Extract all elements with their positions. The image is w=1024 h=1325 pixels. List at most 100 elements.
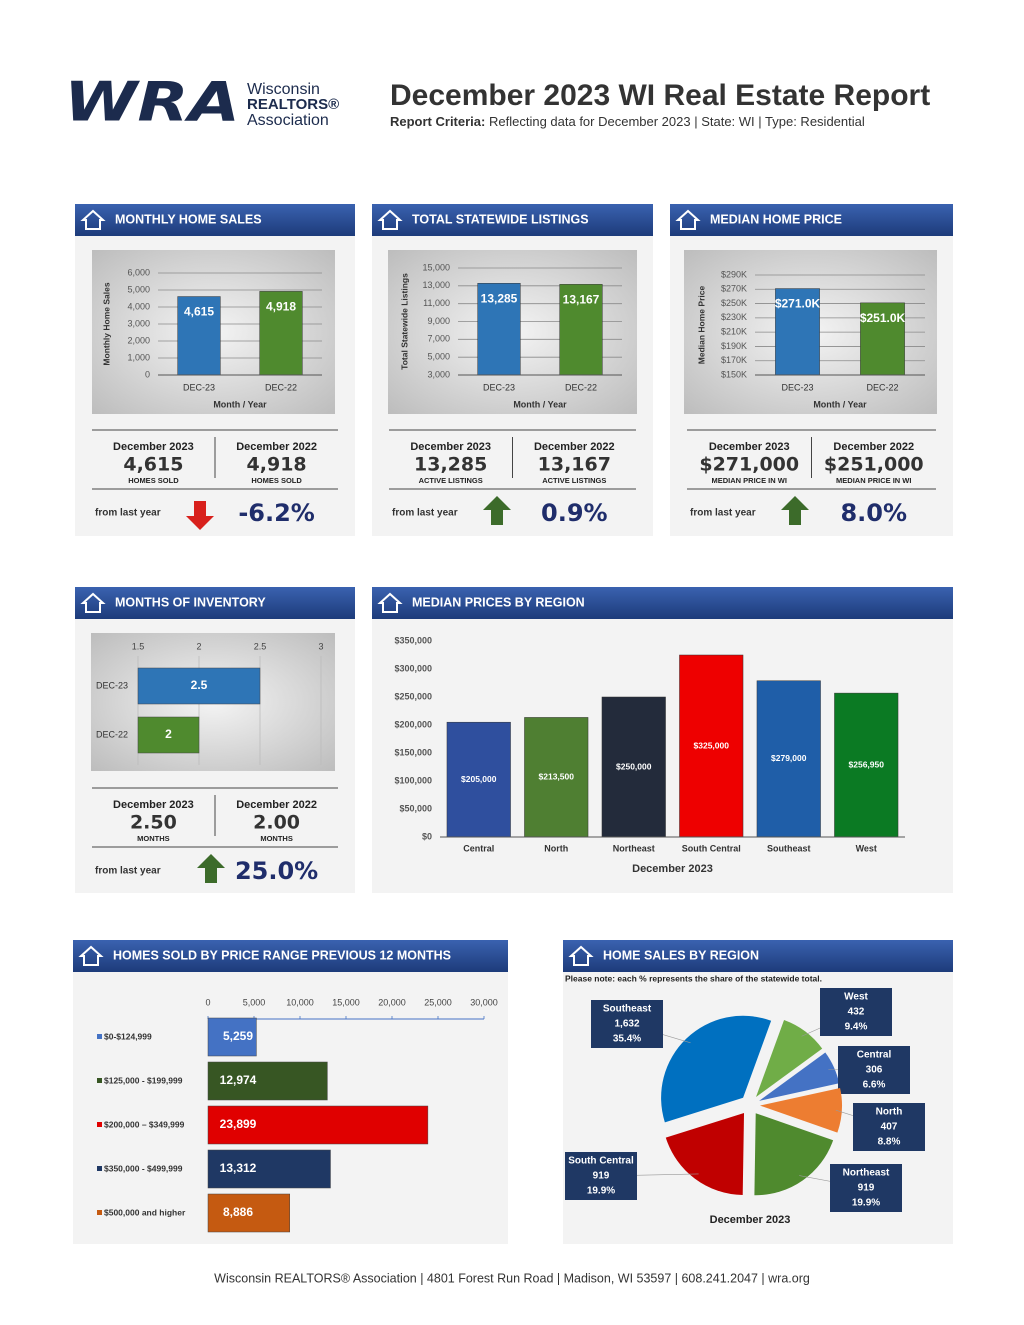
pie-slice (665, 1113, 745, 1196)
y-tick-label: $500,000 and higher (104, 1207, 186, 1217)
stat-label: December 2022 (534, 441, 615, 453)
y-tick-label: 13,000 (422, 280, 450, 290)
bar (207, 1017, 257, 1057)
bar (177, 296, 221, 376)
y-tick-label: $50,000 (399, 803, 432, 813)
x-tick-label: 2 (196, 641, 201, 651)
pie-slice (759, 1087, 842, 1133)
slice-name: Central (857, 1050, 892, 1061)
footer: Wisconsin REALTORS® Association | 4801 F… (214, 1271, 810, 1285)
stat-label: December 2022 (236, 441, 317, 453)
bar (834, 692, 899, 838)
y-tick-label: $150,000 (394, 747, 432, 757)
x-axis-label: Month / Year (213, 399, 267, 409)
criteria-text: Reflecting data for December 2023 | Stat… (489, 114, 865, 129)
legend-marker (97, 1166, 102, 1171)
bar (259, 291, 303, 376)
bar (477, 283, 521, 376)
y-tick-label: $290K (721, 269, 747, 279)
stat-label: December 2023 (113, 441, 194, 453)
y-tick-label: 1,000 (127, 352, 150, 362)
slice-percent: 9.4% (845, 1022, 868, 1033)
data-label: 13,312 (220, 1161, 257, 1175)
y-tick-label: 11,000 (423, 298, 450, 308)
y-axis-label: Monthly Home Sales (101, 282, 111, 365)
y-tick-label: 3,000 (127, 318, 150, 328)
bar (207, 1105, 429, 1145)
slice-name: West (844, 992, 868, 1003)
data-label: 2.5 (191, 678, 208, 692)
stat-unit: MEDIAN PRICE IN WI (836, 476, 911, 485)
y-tick-label: $200,000 – $349,999 (104, 1119, 185, 1129)
x-axis-label: Month / Year (513, 399, 567, 409)
slice-percent: 19.9% (587, 1186, 615, 1197)
x-axis-label: Month / Year (813, 399, 867, 409)
y-tick-label: 9,000 (427, 316, 450, 326)
panel-header (372, 587, 953, 619)
y-tick-label: DEC-23 (96, 680, 128, 690)
slice-count: 306 (866, 1065, 883, 1076)
house-icon (568, 945, 594, 966)
panel-title: HOMES SOLD BY PRICE RANGE PREVIOUS 12 MO… (113, 948, 451, 962)
stat-label: December 2023 (709, 441, 790, 453)
stat-label: December 2023 (113, 799, 194, 811)
panel-header (75, 587, 355, 619)
legend-marker (97, 1034, 102, 1039)
chart-subtitle: Please note: each % represents the share… (565, 973, 822, 983)
stat-value: 4,615 (123, 454, 183, 476)
x-tick-label: DEC-23 (781, 382, 813, 392)
x-tick-label: DEC-22 (565, 382, 597, 392)
panel-header (563, 940, 953, 972)
x-tick-label: 2.5 (254, 641, 267, 651)
stat-unit: HOMES SOLD (128, 476, 179, 485)
change-arrow (197, 854, 225, 883)
x-tick-label: 20,000 (378, 997, 406, 1007)
x-tick-label: DEC-22 (265, 382, 297, 392)
legend-marker (97, 1078, 102, 1083)
slice-name: Northeast (843, 1168, 890, 1179)
bar (559, 284, 603, 376)
x-tick-label: Northeast (613, 843, 655, 853)
label-box (820, 988, 892, 1036)
data-label: 8,886 (223, 1205, 253, 1219)
data-label: $250,000 (616, 761, 652, 771)
bar (207, 1149, 331, 1189)
change-label: from last year (95, 866, 161, 877)
change-value: -6.2% (238, 499, 315, 527)
slice-name: North (876, 1107, 903, 1118)
x-tick-label: 15,000 (332, 997, 360, 1007)
data-label: $205,000 (461, 774, 497, 784)
stat-unit: MONTHS (260, 834, 293, 843)
data-label: 13,167 (563, 293, 600, 307)
data-label: $251.0K (860, 311, 906, 325)
house-icon (377, 592, 403, 613)
panel-header (670, 204, 953, 236)
y-tick-label: 3,000 (427, 369, 450, 379)
change-value: 8.0% (840, 499, 907, 527)
data-label: $279,000 (771, 753, 807, 763)
bar (137, 716, 200, 754)
logo-text: REALTORS® (247, 96, 339, 113)
bar (207, 1193, 291, 1233)
panel-title: TOTAL STATEWIDE LISTINGS (412, 212, 589, 226)
slice-count: 919 (858, 1183, 875, 1194)
change-value: 25.0% (235, 857, 318, 885)
criteria-label: Report Criteria: (390, 114, 485, 129)
panel-title: MEDIAN PRICES BY REGION (412, 595, 585, 609)
x-tick-label: DEC-22 (866, 382, 898, 392)
x-tick-label: 3 (318, 641, 323, 651)
pie-slice (754, 1113, 834, 1196)
y-tick-label: $300,000 (394, 663, 432, 673)
slice-count: 432 (848, 1007, 865, 1018)
slice-count: 407 (881, 1122, 898, 1133)
x-tick-label: 0 (205, 997, 210, 1007)
house-icon (377, 209, 403, 230)
y-tick-label: 6,000 (127, 267, 150, 277)
bar (601, 696, 666, 838)
legend-marker (97, 1122, 102, 1127)
stat-value: $251,000 (824, 454, 924, 476)
y-tick-label: $230K (721, 312, 747, 322)
report-criteria: Report Criteria: Reflecting data for Dec… (390, 114, 865, 129)
data-label: $213,500 (539, 771, 575, 781)
